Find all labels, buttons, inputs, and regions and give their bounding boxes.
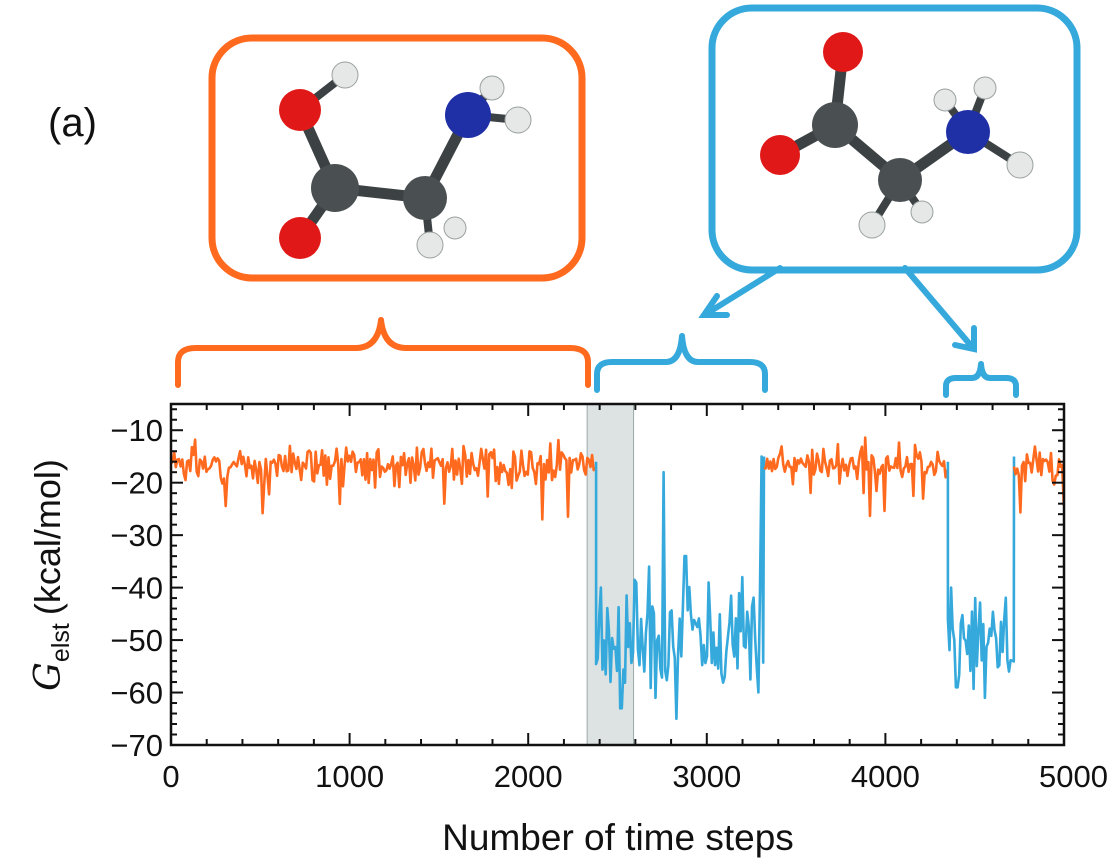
y-tick-label: −60 [110, 676, 163, 711]
neutral-brace [175, 317, 591, 388]
zwitterion-glycine-molecule [760, 32, 1034, 239]
x-tick-label: 0 [162, 759, 179, 794]
neutral-glycine-molecule [279, 61, 532, 259]
hydrogen-atom [416, 231, 444, 259]
arrow-right-line [902, 265, 976, 351]
neutral-molecule-panel [208, 34, 586, 282]
y-tick-labels: −10 −20 −30 −40 −50 −60 −70 [110, 413, 163, 763]
zwitterion-segment-line [946, 456, 1016, 700]
zwitterion-brace-2 [943, 361, 1019, 398]
x-tick-label: 1000 [315, 759, 384, 794]
neutral-segment-line [1012, 445, 1066, 514]
plot-area: −10 −20 −30 −40 −50 −60 −70 0 1000 2000 3000 4000 5… [110, 402, 1108, 794]
arrow-right-head [952, 325, 977, 353]
y-tick-label: −40 [110, 571, 163, 606]
oxygen-atom [279, 217, 321, 259]
y-axis-symbol: G [28, 662, 69, 691]
y-tick-label: −70 [110, 728, 163, 763]
arrow-left-head [698, 293, 730, 318]
neutral-molecule-frame [208, 34, 586, 282]
hydrogen-atom [479, 75, 505, 101]
hydrogen-atom [331, 61, 359, 89]
plot-frame [169, 402, 1066, 747]
zwitterion-segment-line [594, 455, 766, 721]
carbon-atom [311, 164, 359, 212]
highlight-region [586, 403, 635, 746]
y-axis-label: Gelst (kcal/mol) [27, 459, 75, 691]
y-tick-label: −50 [110, 623, 163, 658]
zwitterion-molecule-frame [708, 4, 1081, 274]
x-axis-label: Number of time steps [442, 817, 794, 858]
neutral-segment-line [763, 436, 949, 518]
x-tick-labels: 0 1000 2000 3000 4000 5000 [162, 759, 1108, 794]
y-tick-label: −30 [110, 518, 163, 553]
hydrogen-atom [504, 106, 532, 134]
nitrogen-atom [445, 92, 491, 138]
x-tick-label: 5000 [1039, 759, 1108, 794]
oxygen-atom [823, 32, 863, 72]
hydrogen-atom [443, 216, 467, 240]
y-axis-subscript: elst [47, 623, 75, 662]
oxygen-atom [760, 135, 800, 175]
energy-series [169, 436, 1066, 721]
nitrogen-atom [946, 110, 990, 154]
arrow-left-line [703, 265, 783, 317]
y-tick-label: −10 [110, 413, 163, 448]
x-tick-label: 2000 [494, 759, 563, 794]
oxygen-atom [279, 89, 321, 131]
hydrogen-atom [910, 200, 934, 224]
hydrogen-atom [933, 88, 957, 112]
y-tick-label: −20 [110, 466, 163, 501]
hydrogen-atom [858, 211, 886, 239]
carbon-atom [812, 102, 858, 148]
zwitterion-brace-1 [594, 333, 768, 393]
zwitterion-arrows [698, 265, 977, 353]
carbon-atom [878, 158, 922, 202]
x-tick-label: 3000 [672, 759, 741, 794]
neutral-segment-line [169, 438, 597, 521]
panel-label: (a) [48, 101, 97, 145]
hydrogen-atom [973, 76, 997, 100]
carbon-atom [403, 176, 447, 220]
zwitterion-molecule-panel [708, 4, 1081, 274]
hydrogen-atom [1006, 151, 1034, 179]
x-tick-label: 4000 [851, 759, 920, 794]
y-axis-unit: (kcal/mol) [27, 459, 68, 615]
svg-text:Gelst(kcal/mol): Gelst (kcal/mol) [27, 459, 75, 691]
